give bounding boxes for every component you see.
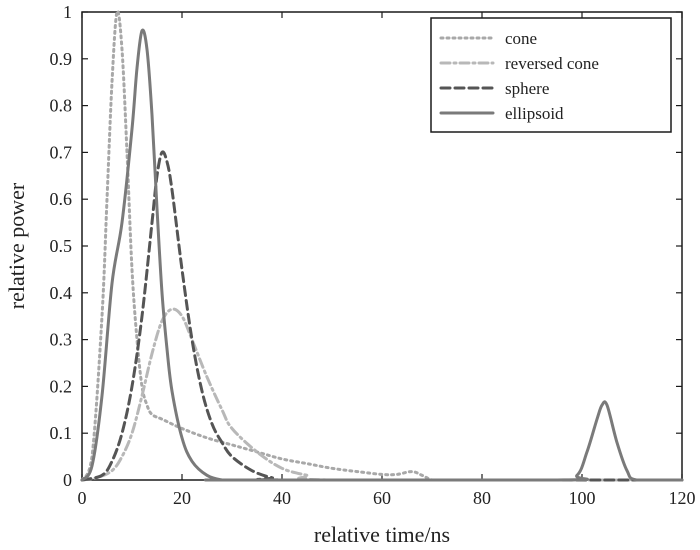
legend-label-reversed-cone: reversed cone [505, 54, 599, 73]
legend-label-ellipsoid: ellipsoid [505, 104, 564, 123]
y-tick-label: 1 [63, 2, 72, 22]
series-line-cone [80, 9, 684, 482]
x-tick-label: 60 [373, 488, 391, 508]
series-layer [80, 9, 684, 482]
y-tick-label: 0.4 [50, 283, 73, 303]
series-line-ellipsoid [80, 28, 684, 482]
y-tick-label: 0.9 [50, 49, 73, 69]
x-tick-label: 120 [669, 488, 696, 508]
series-line-reversed-cone [80, 307, 684, 482]
y-axis: 0 0.1 0.2 0.3 0.4 0.5 0.6 0.7 0.8 0.9 1 [50, 2, 682, 490]
y-tick-label: 0.6 [50, 189, 73, 209]
x-axis: 0 20 40 60 80 100 120 [78, 12, 696, 508]
x-tick-label: 80 [473, 488, 491, 508]
legend-label-cone: cone [505, 29, 537, 48]
legend-label-sphere: sphere [505, 79, 549, 98]
y-tick-label: 0.5 [50, 236, 73, 256]
x-tick-label: 40 [273, 488, 291, 508]
y-tick-label: 0.2 [50, 376, 73, 396]
x-tick-label: 0 [78, 488, 87, 508]
x-tick-label: 20 [173, 488, 191, 508]
legend: cone reversed cone sphere ellipsoid [430, 17, 672, 133]
y-tick-label: 0.8 [50, 96, 73, 116]
y-tick-label: 0.7 [50, 142, 73, 162]
series-line-sphere [80, 150, 684, 482]
y-axis-label: relative power [4, 182, 29, 309]
y-tick-label: 0 [63, 470, 72, 490]
y-tick-label: 0.1 [50, 423, 73, 443]
x-tick-label: 100 [569, 488, 596, 508]
x-axis-label: relative time/ns [314, 522, 450, 547]
y-tick-label: 0.3 [50, 330, 73, 350]
